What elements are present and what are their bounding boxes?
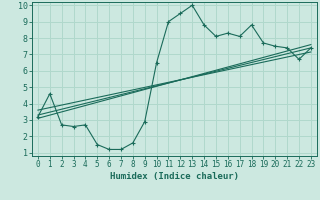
X-axis label: Humidex (Indice chaleur): Humidex (Indice chaleur)	[110, 172, 239, 181]
